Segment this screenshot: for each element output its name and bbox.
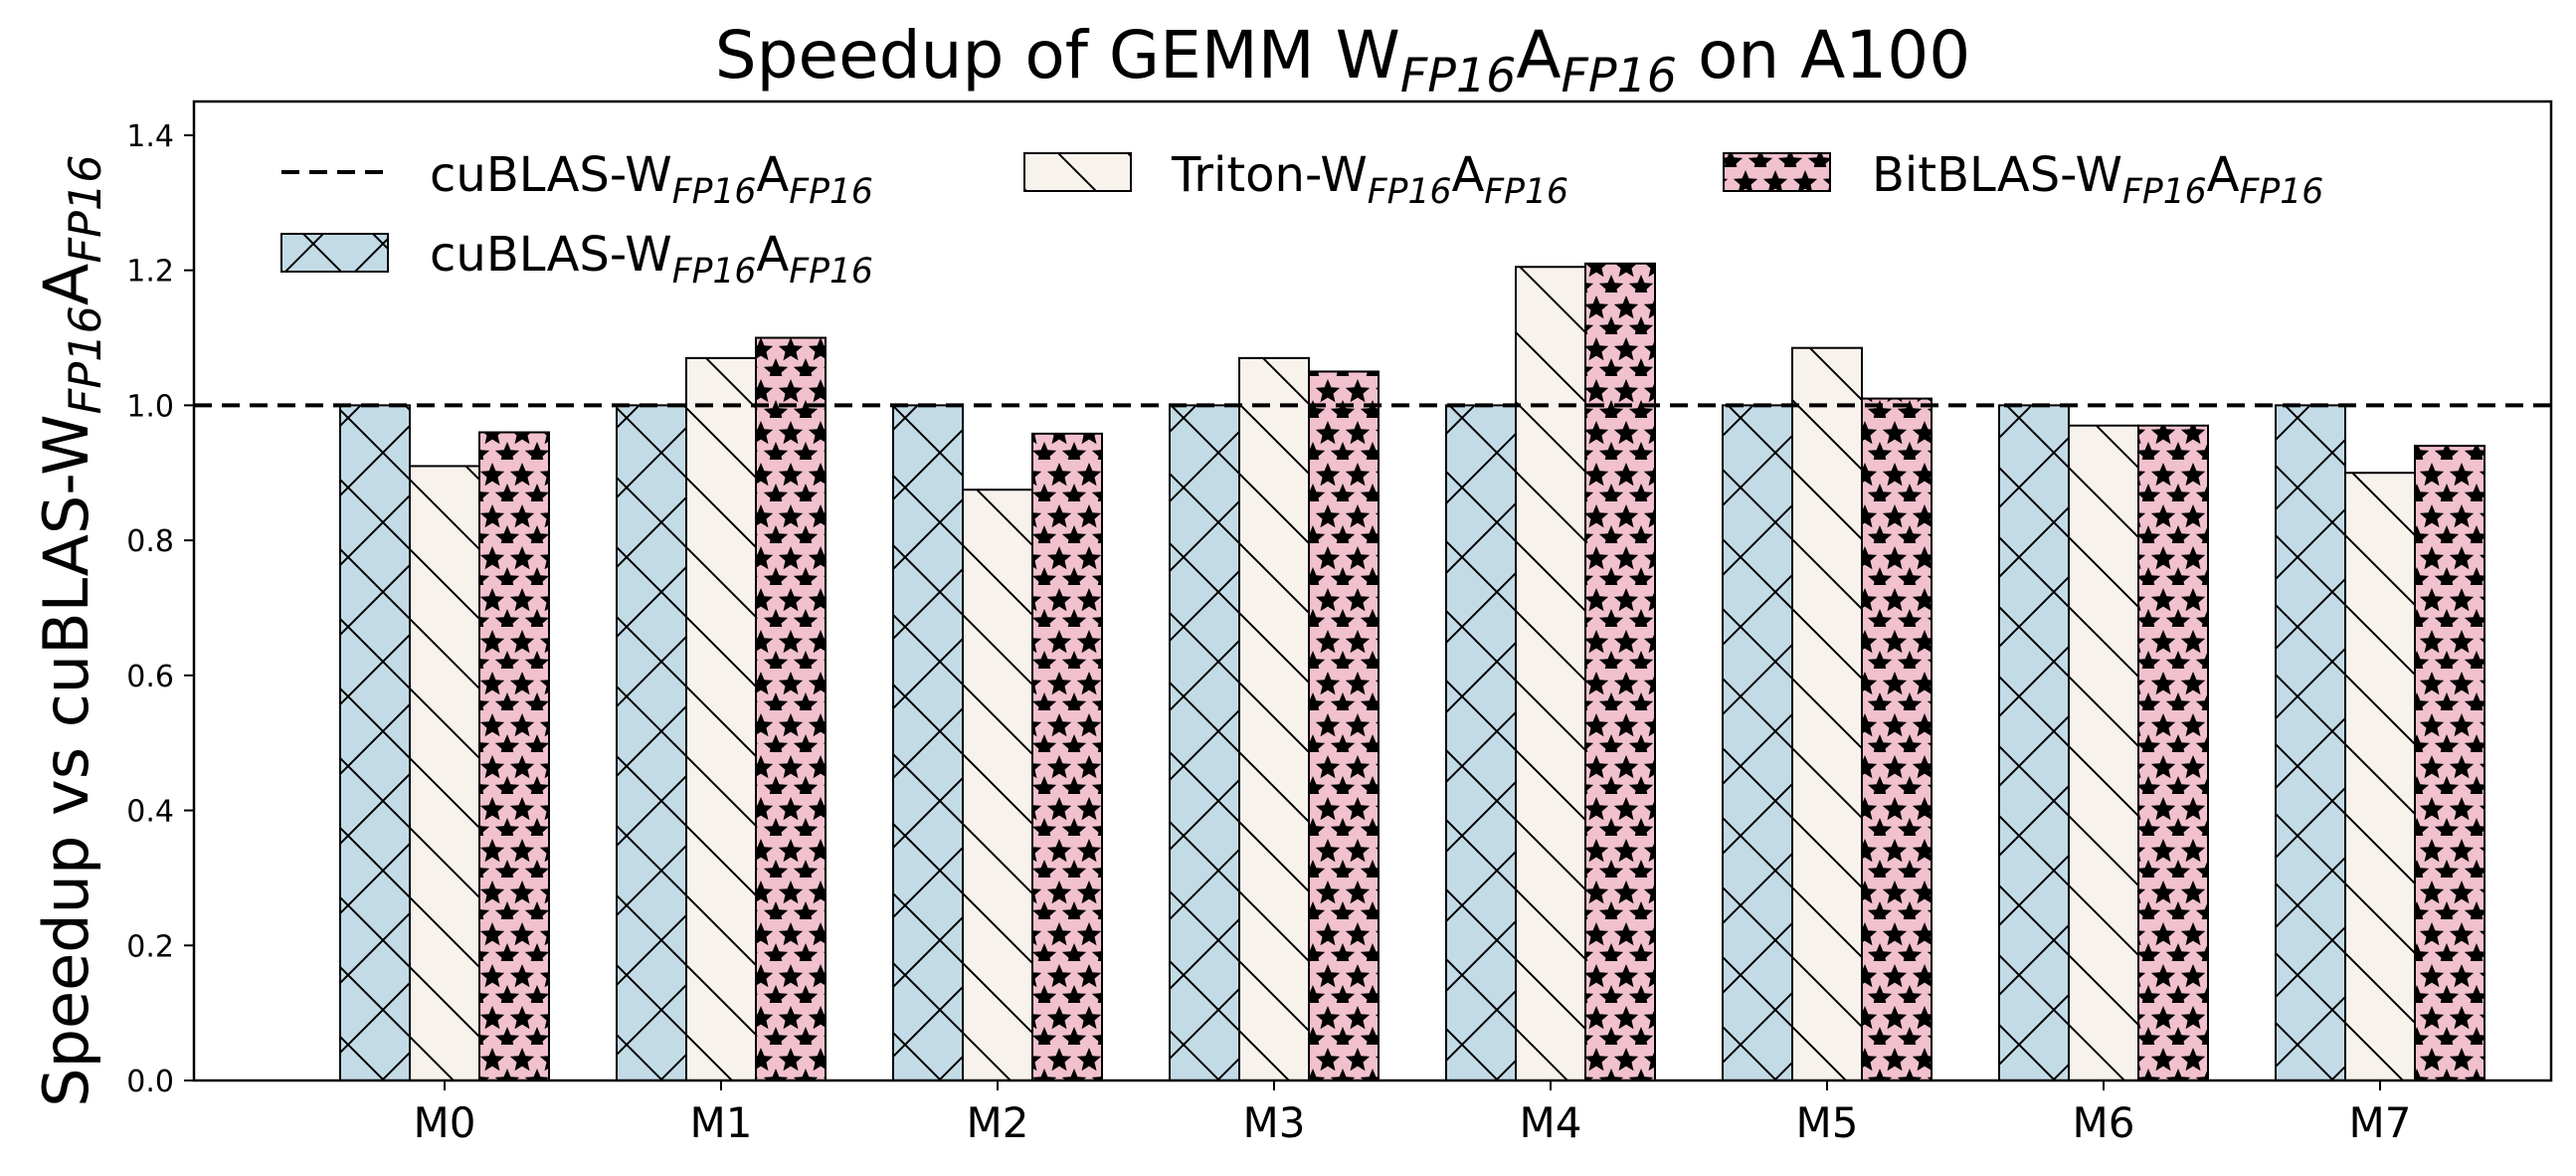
bar-cublas-w-m0-hatch: [339, 404, 411, 1081]
bar-cublas-w-m3-hatch: [1169, 404, 1240, 1081]
bar-triton-w-m4-hatch: [1515, 266, 1586, 1081]
legend-swatch-triton-hatch: [1024, 153, 1131, 191]
y-tick-label: 0.2: [126, 929, 174, 964]
bar-triton-w-m5-hatch: [1791, 346, 1863, 1082]
x-tick-label-m0: M0: [414, 1098, 476, 1147]
x-ticks: M0 M1 M2 M3 M4 M5 M6 M7: [414, 1080, 2412, 1147]
bar-triton-w-m2-hatch: [962, 489, 1033, 1081]
x-tick-label-m4: M4: [1520, 1098, 1582, 1147]
x-tick-label-m1: M1: [690, 1098, 753, 1147]
x-tick-label-m3: M3: [1243, 1098, 1306, 1147]
bar-cublas-w-m7-hatch: [2275, 404, 2346, 1081]
legend-item-bitblas: BitBLAS-WFP16AFP16: [1723, 147, 2323, 212]
x-tick-label-m2: M2: [967, 1098, 1029, 1147]
legend-label-bitblas: BitBLAS-WFP16AFP16: [1872, 147, 2323, 212]
plot-frame: [192, 99, 2553, 1082]
bar-triton-w-m1-hatch: [685, 356, 757, 1081]
legend-item-reference: cuBLAS-WFP16AFP16: [281, 147, 873, 212]
bar-cublas-w-m5-hatch: [1722, 404, 1793, 1081]
legend-label-cublas: cuBLAS-WFP16AFP16: [430, 227, 873, 292]
bar-bitblas-w-m4-hatch: [1584, 262, 1656, 1081]
bar-triton-w-m0-hatch: [409, 465, 480, 1081]
legend-swatch-cublas-hatch: [281, 234, 388, 272]
bar-cublas-w-m4-hatch: [1445, 404, 1517, 1081]
bar-bitblas-w-m6-hatch: [2137, 424, 2209, 1082]
legend-label-triton: Triton-WFP16AFP16: [1171, 147, 1568, 212]
bar-triton-w-m7-hatch: [2344, 472, 2416, 1081]
y-tick-label: 0.4: [126, 795, 174, 830]
bar-triton-w-m6-hatch: [2068, 424, 2139, 1082]
y-tick-label: 1.0: [126, 389, 174, 424]
bar-triton-w-m3-hatch: [1238, 356, 1310, 1081]
bar-bitblas-w-m2-hatch: [1031, 432, 1103, 1081]
bars-group: [339, 262, 2485, 1082]
legend-item-cublas: cuBLAS-WFP16AFP16: [280, 227, 873, 292]
y-tick-label: 1.4: [126, 119, 174, 154]
y-ticks: 0.0 0.2 0.4 0.6 0.8 1.0 1.2 1.4: [126, 119, 194, 1099]
x-tick-label-m6: M6: [2073, 1098, 2135, 1147]
chart-title: Speedup of GEMM WFP16AFP16 on A100: [715, 17, 1971, 103]
bar-bitblas-w-m0-hatch: [478, 431, 550, 1082]
y-tick-label: 0.0: [126, 1065, 174, 1099]
bar-bitblas-w-m3-hatch: [1308, 370, 1380, 1081]
x-tick-label-m7: M7: [2349, 1098, 2412, 1147]
legend: cuBLAS-WFP16AFP16 Triton-WFP16AFP16 BitB…: [280, 147, 2323, 292]
bar-cublas-w-m2-hatch: [892, 404, 964, 1081]
bar-cublas-w-m1-hatch: [616, 404, 687, 1081]
bar-bitblas-w-m5-hatch: [1861, 397, 1932, 1082]
bar-bitblas-w-m7-hatch: [2414, 445, 2485, 1081]
legend-swatch-bitblas-hatch: [1724, 153, 1830, 191]
y-tick-label: 0.6: [126, 660, 174, 694]
bar-bitblas-w-m1-hatch: [755, 336, 827, 1082]
y-tick-label: 0.8: [126, 524, 174, 559]
legend-item-triton: Triton-WFP16AFP16: [1023, 147, 1568, 212]
y-axis-label: Speedup vs cuBLAS-WFP16AFP16: [30, 154, 111, 1106]
bar-cublas-w-m6-hatch: [1998, 404, 2070, 1081]
legend-label-reference: cuBLAS-WFP16AFP16: [430, 147, 873, 212]
x-tick-label-m5: M5: [1796, 1098, 1859, 1147]
y-tick-label: 1.2: [126, 255, 174, 290]
